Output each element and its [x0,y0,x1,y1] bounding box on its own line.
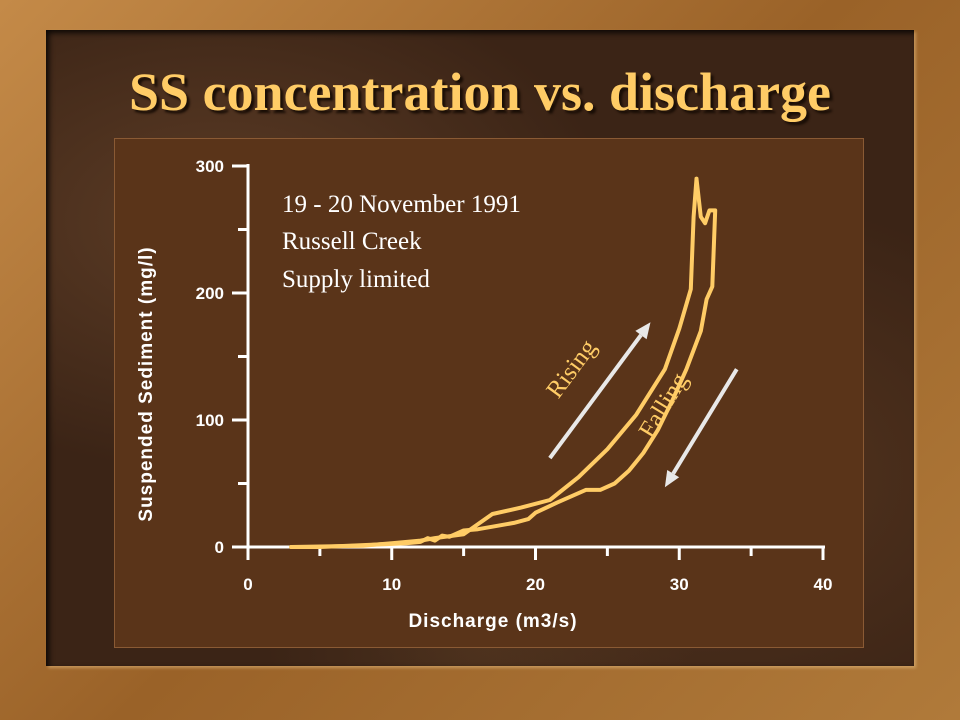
y-tick-label: 0 [215,538,224,557]
y-tick-label: 300 [196,157,224,176]
y-axis-title: Suspended Sediment (mg/l) [136,246,157,521]
arrow-rising: Rising [541,322,651,460]
annotation-date: 19 - 20 November 1991 [282,191,521,218]
arrow-layer: Rising Falling [541,322,739,488]
arrow-shaft [548,333,643,460]
annotation-site: Russell Creek [282,228,422,255]
chart-panel: 0 10 20 30 40 0 100 200 300 Rising Falling 19 - 2… [114,138,864,648]
y-tick-label: 200 [196,284,224,303]
arrow-label-rising: Rising [541,334,602,403]
arrow-falling: Falling [634,368,739,488]
x-tick-label: 10 [382,575,401,594]
x-tick-label: 0 [243,575,252,594]
slide-title: SS concentration vs. discharge [129,62,831,122]
arrow-head [635,322,651,340]
arrow-shaft [671,368,739,475]
y-tick-label: 100 [196,411,224,430]
x-axis-title: Discharge (m3/s) [408,611,577,632]
annotation-note: Supply limited [282,266,430,293]
chart-svg: 0 10 20 30 40 0 100 200 300 Rising Falling 19 - 2… [136,157,833,632]
arrow-head [664,470,680,488]
x-tick-label: 30 [670,575,689,594]
axes: 0 10 20 30 40 0 100 200 300 [196,157,833,594]
series-line-falling [289,176,718,549]
x-tick-label: 20 [526,575,545,594]
series-layer [289,176,718,549]
x-tick-label: 40 [814,575,833,594]
